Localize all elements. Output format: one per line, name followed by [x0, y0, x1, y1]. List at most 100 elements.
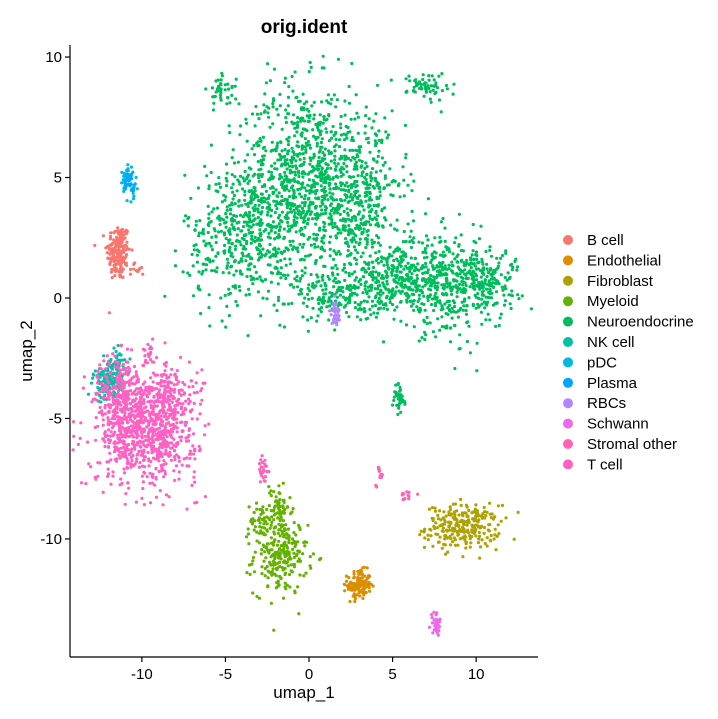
data-point — [484, 295, 488, 299]
data-point — [276, 501, 280, 505]
data-point — [512, 537, 516, 541]
data-point — [92, 373, 96, 377]
data-point — [436, 281, 440, 285]
data-point — [275, 580, 279, 585]
data-point — [357, 194, 362, 198]
data-point — [504, 516, 508, 520]
data-point — [401, 165, 405, 169]
data-point — [360, 576, 364, 580]
data-point — [497, 261, 501, 265]
data-point — [433, 628, 437, 632]
data-point — [404, 240, 408, 244]
data-point — [141, 450, 145, 454]
data-point — [263, 278, 268, 282]
data-point — [295, 285, 300, 289]
data-point — [490, 512, 494, 516]
data-point — [292, 177, 296, 181]
data-point — [403, 292, 407, 296]
data-point — [262, 145, 266, 149]
data-point — [331, 225, 335, 229]
data-point — [269, 601, 273, 605]
data-point — [276, 566, 280, 570]
data-point — [308, 156, 312, 160]
data-point — [298, 242, 302, 246]
data-point — [316, 123, 320, 127]
data-point — [286, 139, 291, 143]
data-point — [378, 186, 382, 190]
data-point — [297, 292, 301, 296]
data-point — [259, 278, 263, 282]
data-point — [361, 566, 365, 570]
data-point — [266, 235, 270, 239]
data-point — [122, 358, 126, 362]
data-point — [253, 124, 257, 128]
data-point — [449, 537, 453, 541]
data-point — [366, 136, 370, 140]
data-point — [503, 275, 507, 280]
data-point — [307, 204, 311, 208]
data-point — [352, 570, 356, 574]
data-point — [257, 518, 261, 523]
data-point — [217, 230, 221, 234]
data-point — [438, 617, 442, 621]
data-point — [258, 275, 262, 279]
data-point — [264, 464, 268, 468]
data-point — [135, 187, 139, 191]
data-point — [256, 173, 260, 177]
data-point — [440, 305, 444, 309]
data-point — [252, 218, 256, 222]
data-point — [270, 515, 274, 519]
data-point — [344, 124, 348, 129]
data-point — [468, 537, 472, 541]
data-point — [245, 121, 249, 125]
data-point — [442, 286, 446, 290]
data-point — [398, 255, 403, 259]
data-point — [268, 526, 272, 530]
data-point — [298, 559, 303, 563]
data-point — [376, 261, 380, 265]
data-point — [158, 442, 162, 446]
data-point — [402, 229, 406, 234]
data-point — [377, 182, 381, 186]
data-point — [238, 133, 242, 137]
data-point — [128, 418, 132, 422]
data-point — [374, 270, 378, 274]
data-point — [431, 88, 435, 92]
data-point — [404, 254, 408, 259]
data-point — [280, 127, 284, 131]
data-point — [360, 572, 364, 577]
data-point — [292, 152, 296, 157]
data-point — [293, 170, 297, 174]
data-point — [443, 239, 447, 243]
data-point — [113, 430, 117, 434]
data-point — [380, 256, 384, 260]
data-point — [360, 174, 364, 178]
data-point — [200, 272, 204, 276]
data-point — [272, 99, 276, 103]
data-point — [332, 93, 336, 97]
data-point — [493, 527, 497, 531]
data-point — [364, 105, 368, 109]
data-point — [345, 579, 349, 584]
data-point — [123, 180, 127, 184]
data-point — [424, 90, 428, 94]
data-point — [284, 276, 288, 281]
data-point — [353, 582, 357, 586]
data-point — [402, 194, 406, 198]
data-point — [353, 588, 357, 592]
data-point — [363, 194, 367, 198]
data-point — [115, 251, 119, 255]
data-point — [365, 300, 369, 304]
data-point — [240, 272, 244, 276]
data-point — [386, 133, 391, 137]
data-point — [428, 321, 432, 325]
data-point — [107, 245, 111, 249]
data-point — [354, 285, 359, 290]
data-point — [226, 82, 230, 86]
data-point — [255, 112, 259, 116]
data-point — [231, 197, 235, 201]
data-point — [397, 402, 402, 406]
data-point — [480, 271, 484, 275]
data-point — [86, 392, 91, 396]
data-point — [201, 227, 205, 232]
